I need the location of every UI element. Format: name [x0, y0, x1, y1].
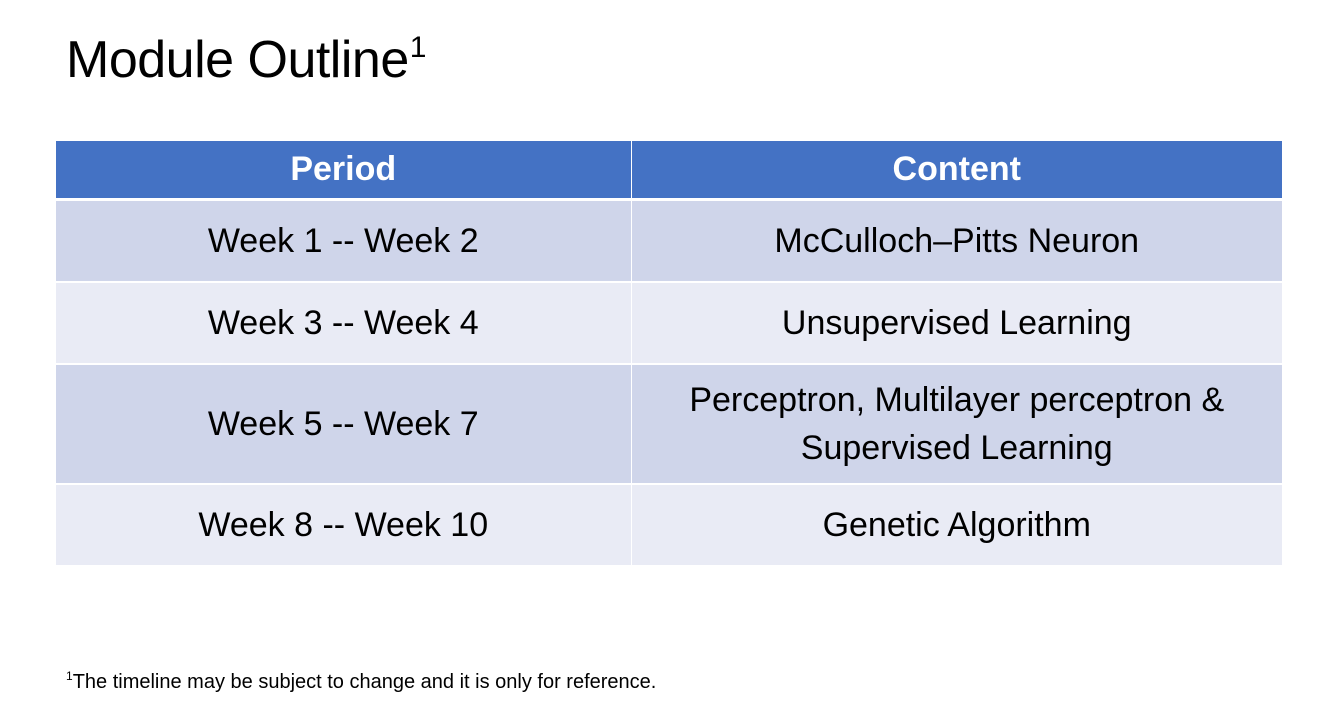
- content-cell: Genetic Algorithm: [630, 483, 1282, 565]
- header-content: Content: [630, 141, 1282, 201]
- table-row: Week 5 -- Week 7 Perceptron, Multilayer …: [56, 363, 1282, 484]
- period-cell: Week 3 -- Week 4: [56, 281, 631, 364]
- content-cell: McCulloch–Pitts Neuron: [630, 198, 1282, 282]
- period-cell: Week 5 -- Week 7: [56, 363, 631, 484]
- period-cell: Week 8 -- Week 10: [56, 483, 631, 565]
- footnote-marker: 1: [66, 669, 73, 683]
- content-cell: Unsupervised Learning: [630, 281, 1282, 364]
- slide-title-text: Module Outline: [66, 31, 409, 89]
- table-row: Week 3 -- Week 4 Unsupervised Learning: [56, 281, 1282, 364]
- table-header-row: Period Content: [56, 141, 1282, 201]
- title-footnote-marker: 1: [409, 31, 427, 64]
- footnote-text: The timeline may be subject to change an…: [72, 671, 657, 693]
- content-cell: Perceptron, Multilayer perceptron & Supe…: [630, 363, 1282, 484]
- header-period: Period: [56, 141, 631, 201]
- table-row: Week 8 -- Week 10 Genetic Algorithm: [56, 483, 1282, 565]
- footnote: 1The timeline may be subject to change a…: [66, 669, 657, 696]
- slide-title: Module Outline1: [66, 26, 426, 102]
- module-outline-table: Period Content Week 1 -- Week 2 McCulloc…: [56, 141, 1282, 565]
- period-cell: Week 1 -- Week 2: [56, 198, 631, 282]
- table-row: Week 1 -- Week 2 McCulloch–Pitts Neuron: [56, 198, 1282, 282]
